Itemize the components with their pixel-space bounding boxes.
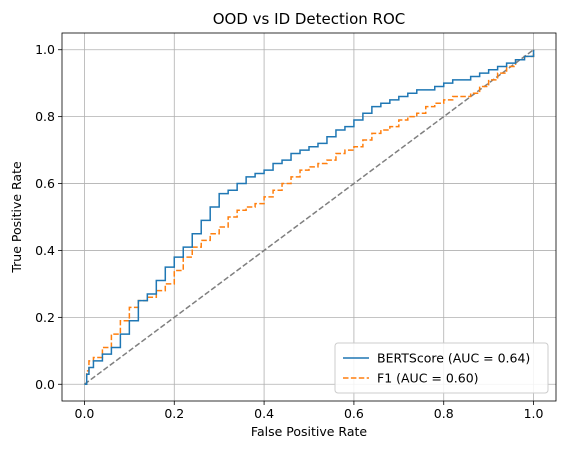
legend-box [334, 342, 549, 394]
y-axis-label: True Positive Rate [9, 161, 24, 274]
chart-title: OOD vs ID Detection ROC [213, 10, 405, 28]
y-tick-label: 0.6 [35, 176, 55, 191]
x-tick-label: 1.0 [524, 406, 544, 421]
bertscore-roc-line [84, 49, 535, 386]
x-tick-label: 0.0 [75, 406, 95, 421]
series-lines [84, 49, 535, 386]
x-tick-label: 0.8 [434, 406, 454, 421]
y-tick-label: 0.4 [35, 243, 55, 258]
y-tick-label: 0.0 [35, 377, 55, 392]
x-tick-label: 0.2 [164, 406, 184, 421]
x-tick-label: 0.4 [254, 406, 274, 421]
legend-entry: BERTScore (AUC = 0.64) [377, 351, 530, 366]
y-tick-label: 1.0 [35, 42, 55, 57]
grid [62, 33, 556, 401]
x-axis-label: False Positive Rate [251, 424, 367, 439]
plot-frame [61, 32, 557, 402]
legend: BERTScore (AUC = 0.64) F1 (AUC = 0.60) [334, 342, 549, 394]
x-tick-label: 0.6 [344, 406, 364, 421]
y-tick-label: 0.8 [35, 109, 55, 124]
legend-entry: F1 (AUC = 0.60) [377, 371, 479, 386]
y-tick-label: 0.2 [35, 310, 55, 325]
chance-diagonal-line [84, 49, 534, 385]
ticks: 0.0 0.2 0.4 0.6 0.8 1.0 0.0 0.2 0.4 0.6 0.8 1.0 [35, 42, 543, 421]
